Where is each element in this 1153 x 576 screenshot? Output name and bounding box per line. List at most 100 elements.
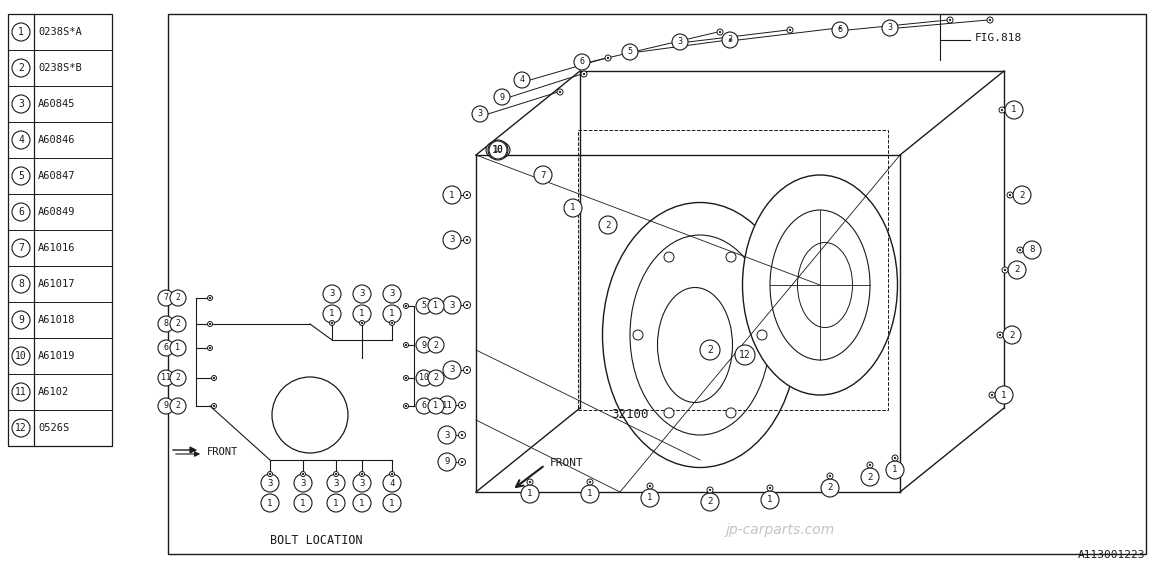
Circle shape <box>600 216 617 234</box>
Circle shape <box>267 472 272 476</box>
Circle shape <box>761 491 779 509</box>
Circle shape <box>1013 186 1031 204</box>
Text: 4: 4 <box>520 75 525 85</box>
Circle shape <box>947 17 954 23</box>
Circle shape <box>664 252 675 262</box>
Text: 2: 2 <box>434 340 438 350</box>
Text: 1: 1 <box>767 495 773 505</box>
Circle shape <box>360 320 364 325</box>
Circle shape <box>12 347 30 365</box>
Circle shape <box>587 479 593 485</box>
Text: 10: 10 <box>15 351 27 361</box>
Text: 2: 2 <box>867 472 873 482</box>
Text: 3: 3 <box>267 479 273 487</box>
Text: FRONT: FRONT <box>550 458 583 468</box>
Circle shape <box>728 37 733 43</box>
Circle shape <box>464 237 470 244</box>
Circle shape <box>649 485 650 487</box>
Circle shape <box>383 474 401 492</box>
Circle shape <box>169 290 186 306</box>
Circle shape <box>461 461 462 463</box>
Text: 8: 8 <box>1030 245 1034 255</box>
Circle shape <box>949 19 951 21</box>
Text: 3: 3 <box>888 24 892 32</box>
Circle shape <box>488 140 508 160</box>
Circle shape <box>405 405 407 407</box>
Circle shape <box>992 394 993 396</box>
Circle shape <box>589 481 590 483</box>
Circle shape <box>1002 267 1008 273</box>
Ellipse shape <box>603 203 798 468</box>
Text: 3: 3 <box>18 99 24 109</box>
Text: 7: 7 <box>164 294 168 302</box>
Circle shape <box>333 472 339 476</box>
Circle shape <box>459 401 466 408</box>
Bar <box>8 14 112 446</box>
Text: 1: 1 <box>892 465 898 475</box>
Circle shape <box>12 59 30 77</box>
Circle shape <box>995 386 1013 404</box>
Circle shape <box>353 494 371 512</box>
Text: BOLT LOCATION: BOLT LOCATION <box>270 533 362 547</box>
Ellipse shape <box>743 175 897 395</box>
Text: A60846: A60846 <box>38 135 75 145</box>
Text: 32100: 32100 <box>611 408 649 422</box>
Circle shape <box>12 23 30 41</box>
Circle shape <box>461 404 462 406</box>
Circle shape <box>895 457 896 459</box>
Circle shape <box>559 91 560 93</box>
Circle shape <box>472 106 488 122</box>
Circle shape <box>461 434 462 436</box>
Circle shape <box>269 473 271 475</box>
Circle shape <box>633 330 643 340</box>
Text: 1: 1 <box>450 191 454 199</box>
Circle shape <box>581 71 587 77</box>
Circle shape <box>664 408 675 418</box>
Circle shape <box>1001 109 1003 111</box>
Circle shape <box>438 426 455 444</box>
Text: A6102: A6102 <box>38 387 69 397</box>
Text: 3: 3 <box>390 290 394 298</box>
Text: 9: 9 <box>499 93 505 101</box>
Circle shape <box>1019 249 1020 251</box>
Circle shape <box>383 305 401 323</box>
Text: 3: 3 <box>444 430 450 439</box>
Circle shape <box>466 304 468 306</box>
Text: 1: 1 <box>587 490 593 498</box>
Circle shape <box>1009 194 1011 196</box>
Circle shape <box>882 20 898 36</box>
Ellipse shape <box>770 210 871 360</box>
Text: 1: 1 <box>175 343 181 353</box>
Circle shape <box>861 468 879 486</box>
Circle shape <box>892 455 898 461</box>
Circle shape <box>209 323 211 325</box>
Text: 1: 1 <box>333 498 339 507</box>
Circle shape <box>443 186 461 204</box>
Circle shape <box>641 489 660 507</box>
Circle shape <box>493 89 510 105</box>
Text: 3: 3 <box>728 36 732 44</box>
Ellipse shape <box>798 242 852 328</box>
Circle shape <box>464 301 470 309</box>
Circle shape <box>361 322 363 324</box>
Circle shape <box>521 485 538 503</box>
Circle shape <box>758 330 767 340</box>
Circle shape <box>331 322 333 324</box>
Text: 6: 6 <box>837 25 843 35</box>
Text: 9: 9 <box>164 401 168 411</box>
Text: A113001223: A113001223 <box>1078 550 1145 560</box>
Circle shape <box>390 320 394 325</box>
Circle shape <box>12 311 30 329</box>
Circle shape <box>989 19 990 21</box>
Text: 4: 4 <box>390 479 394 487</box>
Circle shape <box>722 32 738 48</box>
Circle shape <box>353 285 371 303</box>
Circle shape <box>323 305 341 323</box>
Circle shape <box>701 493 719 511</box>
Circle shape <box>294 474 312 492</box>
Text: 2: 2 <box>175 373 181 382</box>
Circle shape <box>464 366 470 373</box>
Circle shape <box>839 27 841 29</box>
Text: 2: 2 <box>175 401 181 411</box>
Circle shape <box>360 472 364 476</box>
